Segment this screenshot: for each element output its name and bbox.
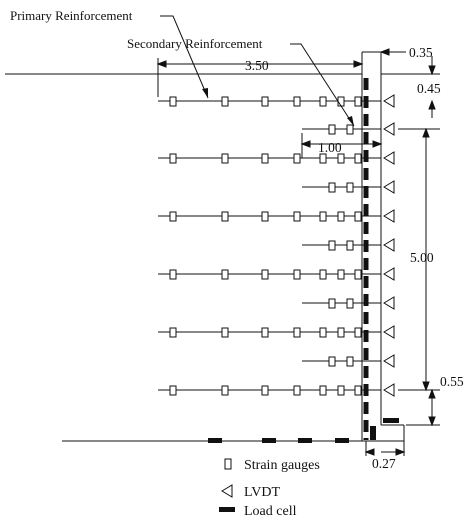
- dim-0-35: 0.35: [409, 45, 433, 60]
- legend-strain-label: Strain gauges: [244, 458, 320, 473]
- dim-3-50: 3.50: [245, 58, 269, 73]
- leader-arrowheads: [202, 88, 354, 126]
- label-primary-reinforcement: Primary Reinforcement: [10, 8, 133, 23]
- lvdts: [383, 94, 395, 397]
- dim-1-00: 1.00: [318, 140, 342, 155]
- label-leaders: [160, 15, 355, 127]
- dim-0-45: 0.45: [417, 81, 441, 96]
- legend-load-label: Load cell: [244, 504, 297, 519]
- corner-load-cells: [370, 418, 399, 440]
- dim-0-27-line: [364, 441, 406, 456]
- dim-0-55-line: [406, 388, 440, 427]
- dim-5-00-line: [398, 127, 440, 392]
- legend-load-cell-symbol: [219, 507, 235, 512]
- legend-lvdt-symbol: [221, 484, 233, 498]
- dim-5-00: 5.00: [410, 250, 434, 265]
- dim-0-35-line: [362, 48, 406, 56]
- legend-strain-gauge-symbol: [224, 458, 232, 470]
- dim-0-27: 0.27: [372, 456, 396, 471]
- wall-outline: [361, 52, 405, 442]
- legend-lvdt-label: LVDT: [244, 485, 280, 500]
- dim-0-45-line: [381, 56, 440, 118]
- dim-0-55: 0.55: [440, 374, 464, 389]
- legend: Strain gauges LVDT Load cell: [219, 458, 320, 519]
- strain-gauges: [169, 96, 362, 396]
- dim-1-00-line: [300, 133, 383, 158]
- dim-3-50-line: [156, 58, 364, 97]
- bottom-load-cells: [208, 438, 349, 443]
- label-secondary-reinforcement: Secondary Reinforcement: [127, 36, 263, 51]
